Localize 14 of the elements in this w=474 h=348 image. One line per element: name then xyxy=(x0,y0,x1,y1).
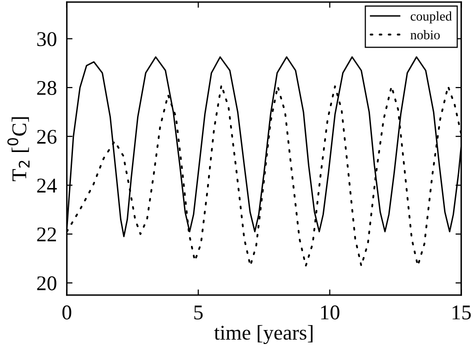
y-tick-label: 20 xyxy=(37,276,56,290)
x-tick-label: 10 xyxy=(321,305,340,320)
x-tick-label: 0 xyxy=(62,305,72,320)
y-tick-label: 30 xyxy=(37,32,56,46)
y-axis-title: T$_{2}$ [$^{0}$C] xyxy=(7,117,30,182)
x-axis-title: time [years] xyxy=(214,325,313,344)
y-tick-label: 26 xyxy=(37,130,56,144)
legend-label: coupled xyxy=(410,11,452,24)
y-tick-label: 22 xyxy=(37,227,56,242)
y-tick-label: 28 xyxy=(37,80,56,95)
legend-label: nobio xyxy=(410,30,440,40)
x-tick-label: 15 xyxy=(452,306,471,320)
x-tick-label: 5 xyxy=(194,306,203,320)
y-tick-label: 24 xyxy=(37,178,57,192)
